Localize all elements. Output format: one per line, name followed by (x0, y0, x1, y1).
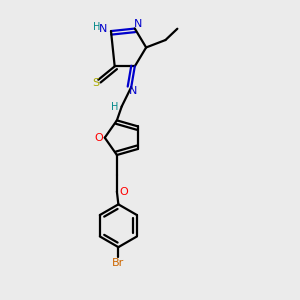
Text: H: H (112, 102, 119, 112)
Text: N: N (134, 19, 142, 29)
Text: S: S (92, 78, 100, 88)
Text: Br: Br (112, 258, 124, 268)
Text: N: N (99, 24, 108, 34)
Text: H: H (93, 22, 101, 32)
Text: O: O (119, 187, 128, 196)
Text: N: N (128, 86, 137, 96)
Text: O: O (94, 133, 103, 143)
